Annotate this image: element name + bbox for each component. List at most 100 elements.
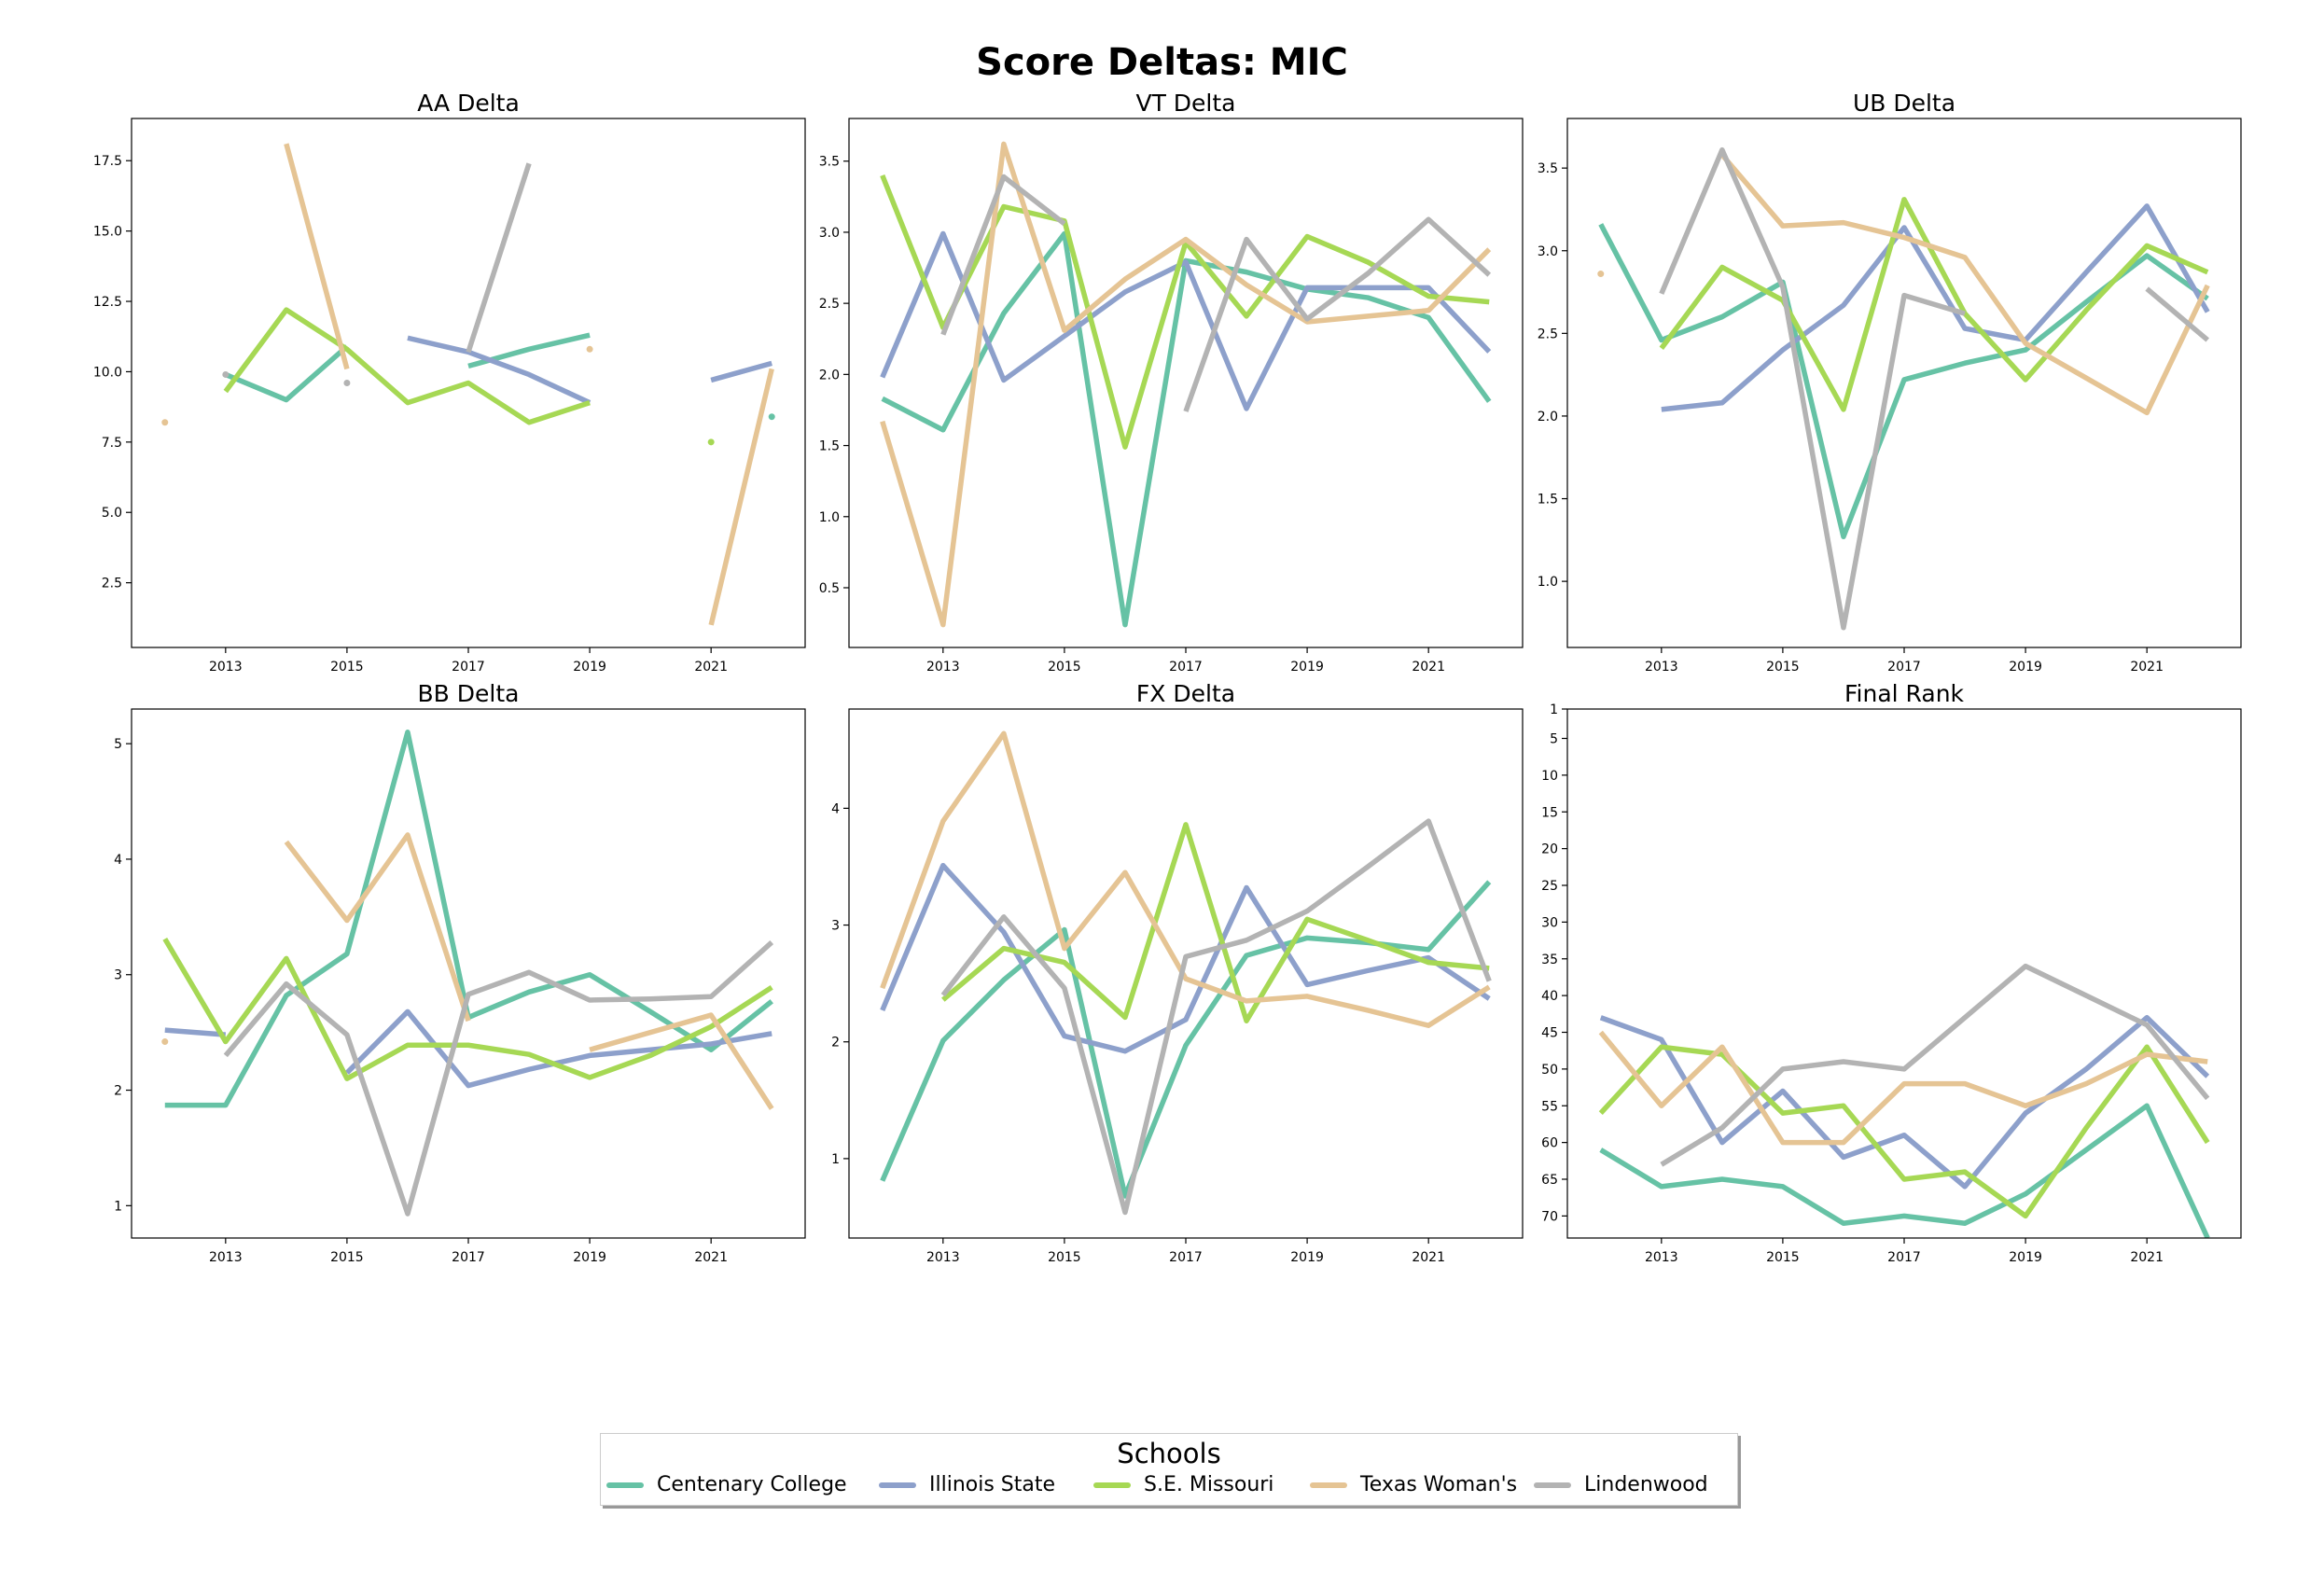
series-point [768,413,775,421]
series-line [1599,1015,2210,1190]
series-line [223,940,774,1217]
series-line [710,360,772,383]
y-tick-label: 0.5 [819,581,840,596]
y-tick-label: 55 [1541,1099,1558,1114]
series-line [880,880,1492,1199]
series-point [161,419,169,426]
x-tick-label: 2017 [452,1250,485,1265]
series-line [708,368,774,626]
series-point [586,345,593,353]
series-line [1660,963,2210,1167]
y-tick-label: 1.5 [819,439,840,454]
legend-swatch [1310,1482,1347,1488]
y-tick-label: 2.5 [102,577,122,591]
x-tick-label: 2015 [330,660,364,675]
x-tick-label: 2017 [1169,660,1203,675]
y-tick-label: 40 [1541,989,1558,1004]
legend: Schools Centenary College Illinois State… [600,1433,1738,1506]
y-tick-label: 1 [114,1199,122,1214]
y-tick-label: 15 [1541,805,1558,820]
x-tick-label: 2013 [209,1250,243,1265]
series-group [1598,963,2210,1238]
x-tick-label: 2013 [926,1250,960,1265]
y-tick-label: 2.5 [819,297,840,312]
panel-title: BB Delta [418,680,520,707]
legend-item-centenary-college: Centenary College [606,1473,847,1499]
series-line [1598,223,2209,540]
series-line [880,730,1491,1028]
x-tick-label: 2019 [573,1250,606,1265]
series-line [162,937,773,1081]
legend-label: Illinois State [929,1473,1056,1496]
legend-swatch [879,1482,916,1488]
series-line [344,1009,772,1089]
series-line [940,818,1492,1216]
y-tick-label: 15.0 [93,225,122,240]
y-tick-label: 5 [1550,732,1558,747]
x-tick-label: 2013 [926,660,960,675]
chart-panel: AA Delta 2013 2015 2017 2019 2021 2.5 5.0 7.5 10.… [93,90,806,675]
series-line [1719,153,2210,416]
x-tick-label: 2015 [330,1250,364,1265]
y-tick-label: 17.5 [93,154,122,169]
y-tick-label: 4 [831,801,840,816]
series-point [222,370,230,378]
y-tick-label: 1.0 [819,510,840,525]
y-tick-label: 1.0 [1538,575,1558,590]
series-line [1661,203,2210,412]
legend-swatch [606,1482,644,1488]
x-tick-label: 2015 [1048,660,1081,675]
series-line [466,162,532,354]
y-tick-label: 25 [1541,879,1558,894]
y-tick-label: 35 [1541,953,1558,967]
y-tick-label: 65 [1541,1173,1558,1188]
y-tick-label: 2 [831,1036,840,1050]
y-tick-label: 2.0 [819,368,840,383]
y-tick-label: 12.5 [93,295,122,310]
series-line [589,1012,774,1110]
series-line [223,307,591,425]
series-line [284,143,350,370]
y-tick-label: 7.5 [102,436,122,451]
y-tick-label: 4 [114,853,122,868]
x-tick-label: 2019 [573,660,606,675]
series-group [1597,146,2210,631]
y-tick-label: 30 [1541,915,1558,930]
x-tick-label: 2013 [209,660,243,675]
series-line [407,335,591,406]
chart-panel: BB Delta 2013 2015 2017 2019 2021 1 2 3 4 5 [114,680,806,1265]
x-tick-label: 2015 [1766,660,1800,675]
x-tick-label: 2013 [1645,660,1678,675]
legend-label: Centenary College [657,1473,847,1496]
y-tick-label: 20 [1541,842,1558,857]
series-point [1597,271,1605,278]
chart-panel: FX Delta 2013 2015 2017 2019 2021 1 2 3 4 [831,680,1524,1265]
y-tick-label: 5.0 [102,506,122,521]
x-tick-label: 2017 [1887,1250,1921,1265]
plot-frame [848,708,1524,1239]
panel-title: FX Delta [1136,680,1235,707]
y-tick-label: 3.0 [819,226,840,241]
series-line [1599,1103,2210,1238]
x-tick-label: 2015 [1766,1250,1800,1265]
y-tick-label: 3.5 [819,155,840,170]
y-tick-label: 10.0 [93,365,122,380]
y-tick-label: 10 [1541,769,1558,784]
legend-item-illinois-state: Illinois State [879,1473,1055,1499]
y-tick-label: 45 [1541,1026,1558,1041]
x-tick-label: 2021 [1412,660,1445,675]
series-group [880,730,1492,1216]
series-group [161,730,774,1217]
panel-title: AA Delta [417,90,520,117]
series-line [1598,1044,2210,1219]
y-tick-label: 60 [1541,1136,1558,1151]
series-line [1659,146,1966,631]
series-line [880,862,1491,1054]
x-tick-label: 2015 [1048,1250,1081,1265]
x-tick-label: 2021 [694,660,728,675]
legend-item-se-missouri: S.E. Missouri [1093,1473,1273,1499]
x-tick-label: 2013 [1645,1250,1678,1265]
